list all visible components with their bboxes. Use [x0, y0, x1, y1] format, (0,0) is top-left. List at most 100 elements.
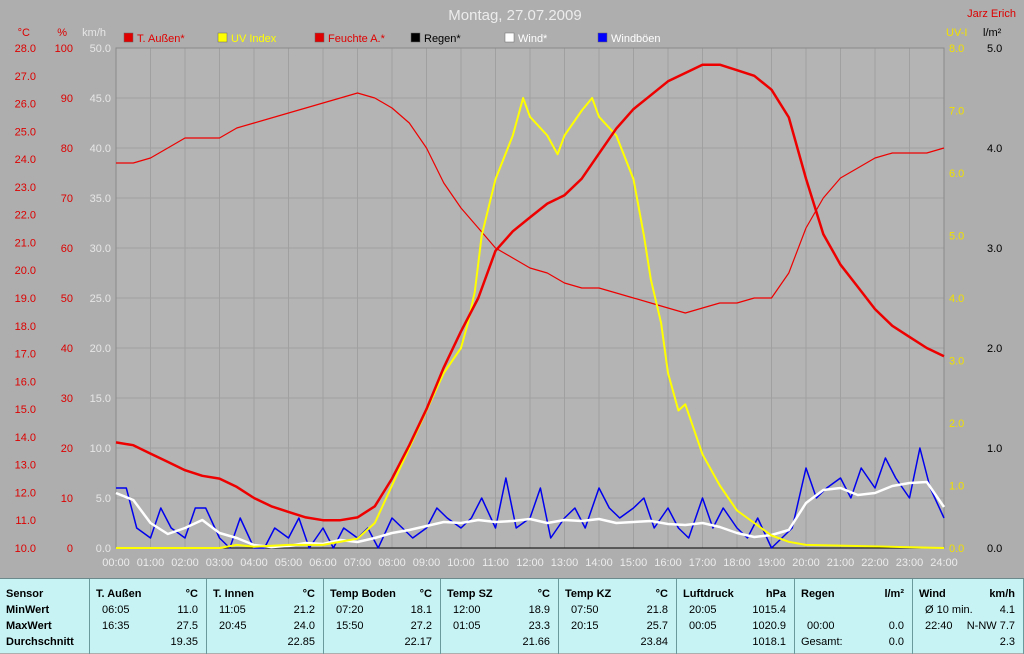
table-column: T. Außen °C 06:05 11.0 16:35 27.5 19.35 [90, 579, 207, 654]
max-value: 25.7 [646, 620, 668, 632]
rain-axis-tick-label: 3.0 [987, 243, 1002, 255]
uv-axis-tick-label: 8.0 [949, 43, 964, 55]
avg-value: 23.84 [640, 636, 668, 648]
temperature-axis-tick-label: 26.0 [15, 99, 36, 111]
column-header-unit: hPa [765, 588, 786, 600]
chart-series [115, 63, 946, 549]
uv-axis-unit-label: UV-I [946, 27, 967, 39]
temperature-axis-tick-label: 27.0 [15, 71, 36, 83]
time-tick-label: 14:00 [585, 557, 613, 569]
rain-axis-tick-label: 4.0 [987, 143, 1002, 155]
row-label-avg: Durchschnitt [6, 636, 74, 648]
time-tick-label: 02:00 [171, 557, 199, 569]
min-time: 06:05 [102, 604, 130, 616]
legend-label: Regen* [424, 33, 461, 45]
max-time: 01:05 [453, 620, 481, 632]
humidity-axis-tick-label: 30 [61, 393, 73, 405]
rain-axis-tick-label: 5.0 [987, 43, 1002, 55]
avg-value: 1018.1 [752, 636, 786, 648]
humidity-axis-tick-label: 60 [61, 243, 73, 255]
column-header-name: Temp Boden [330, 588, 396, 600]
row-label-sensor: Sensor [6, 588, 44, 600]
time-tick-label: 19:00 [758, 557, 786, 569]
max-value: 27.2 [410, 620, 432, 632]
rain-axis-tick-label: 0.0 [987, 543, 1002, 555]
min-time: 11:05 [219, 604, 246, 616]
wind-axis-tick-label: 45.0 [90, 93, 111, 105]
min-time: 07:20 [336, 604, 364, 616]
temperature-axis-tick-label: 11.0 [15, 515, 36, 527]
series-uv-index [116, 97, 945, 549]
max-time: 16:35 [102, 620, 130, 632]
series-humidity [116, 92, 945, 314]
table-column: T. Innen °C 11:05 21.2 20:45 24.0 22.85 [207, 579, 324, 654]
column-header-name: Regen [801, 588, 835, 600]
legend-label: Wind* [518, 33, 548, 45]
wind-axis: 50.0 45.0 40.0 35.0 30.0 25.0 20.0 15.0 10.0 5.0 0… [82, 27, 111, 555]
temperature-axis-tick-label: 25.0 [15, 126, 36, 138]
time-tick-label: 16:00 [654, 557, 682, 569]
min-time: 12:00 [453, 604, 481, 616]
uv-axis-tick-label: 0.0 [949, 543, 964, 555]
time-tick-label: 07:00 [344, 557, 372, 569]
min-value: 21.8 [646, 604, 668, 616]
temperature-axis-tick-label: 21.0 [15, 237, 36, 249]
time-tick-label: 03:00 [206, 557, 234, 569]
weather-chart: 28.0 27.0 26.0 25.0 24.0 23.0 22.0 21.0 20.0 19.0… [15, 7, 1016, 569]
humidity-axis-tick-label: 100 [55, 43, 73, 55]
max-value: 24.0 [293, 620, 315, 632]
legend-label: Windböen [611, 33, 661, 45]
temperature-axis: 28.0 27.0 26.0 25.0 24.0 23.0 22.0 21.0 20.0 19.0… [15, 27, 36, 555]
time-tick-label: 23:00 [896, 557, 924, 569]
max-value: 23.3 [528, 620, 550, 632]
column-header-unit: °C [302, 588, 315, 600]
max-time: 00:05 [689, 620, 717, 632]
uv-axis-tick-label: 1.0 [949, 481, 964, 493]
temperature-axis-tick-label: 10.0 [15, 543, 36, 555]
rain-axis-tick-label: 2.0 [987, 343, 1002, 355]
temperature-axis-tick-label: 12.0 [15, 487, 36, 499]
humidity-axis-tick-label: 0 [67, 543, 73, 555]
avg-value: 0.0 [888, 636, 904, 648]
weather-chart-area: 28.0 27.0 26.0 25.0 24.0 23.0 22.0 21.0 20.0 19.0… [15, 7, 1016, 569]
row-label-max: MaxWert [6, 620, 52, 632]
table-column: Temp KZ °C 07:50 21.8 20:15 25.7 23.84 [559, 579, 677, 654]
min-value: 18.1 [410, 604, 432, 616]
time-tick-label: 01:00 [137, 557, 165, 569]
legend-label: T. Außen* [137, 33, 185, 45]
chart-title: Montag, 27.07.2009 [448, 7, 581, 24]
temperature-axis-tick-label: 23.0 [15, 182, 36, 194]
uv-axis-tick-label: 3.0 [949, 356, 964, 368]
column-header-name: Temp SZ [447, 588, 493, 600]
temperature-axis-tick-label: 17.0 [15, 349, 36, 361]
humidity-axis-unit-label: % [57, 27, 67, 39]
uv-axis-tick-label: 6.0 [949, 168, 964, 180]
uv-axis-tick-label: 2.0 [949, 418, 964, 430]
time-tick-label: 22:00 [861, 557, 889, 569]
wind-axis-tick-label: 15.0 [90, 393, 111, 405]
time-tick-label: 24:00 [930, 557, 958, 569]
table-column: Temp SZ °C 12:00 18.9 01:05 23.3 21.66 [441, 579, 559, 654]
time-tick-label: 20:00 [792, 557, 820, 569]
column-header-name: T. Innen [213, 588, 254, 600]
time-tick-label: 15:00 [620, 557, 648, 569]
wind-axis-tick-label: 30.0 [90, 243, 111, 255]
time-tick-label: 17:00 [689, 557, 717, 569]
time-tick-label: 04:00 [240, 557, 268, 569]
column-header-unit: °C [419, 588, 432, 600]
max-value: 27.5 [176, 620, 198, 632]
wind-axis-tick-label: 0.0 [96, 543, 111, 555]
legend-swatch [504, 32, 515, 43]
min-value: 1015.4 [752, 604, 786, 616]
humidity-axis-tick-label: 70 [61, 193, 73, 205]
temperature-axis-tick-label: 14.0 [15, 432, 36, 444]
min-value: 18.9 [528, 604, 550, 616]
temperature-axis-tick-label: 20.0 [15, 265, 36, 277]
time-axis: 00:00 01:00 02:00 03:00 04:00 05:00 06:00 07:00… [102, 557, 958, 569]
uv-axis-tick-label: 5.0 [949, 231, 964, 243]
wind-axis-tick-label: 20.0 [90, 343, 111, 355]
time-tick-label: 13:00 [551, 557, 579, 569]
time-tick-label: 05:00 [275, 557, 303, 569]
legend-swatch [597, 32, 608, 43]
